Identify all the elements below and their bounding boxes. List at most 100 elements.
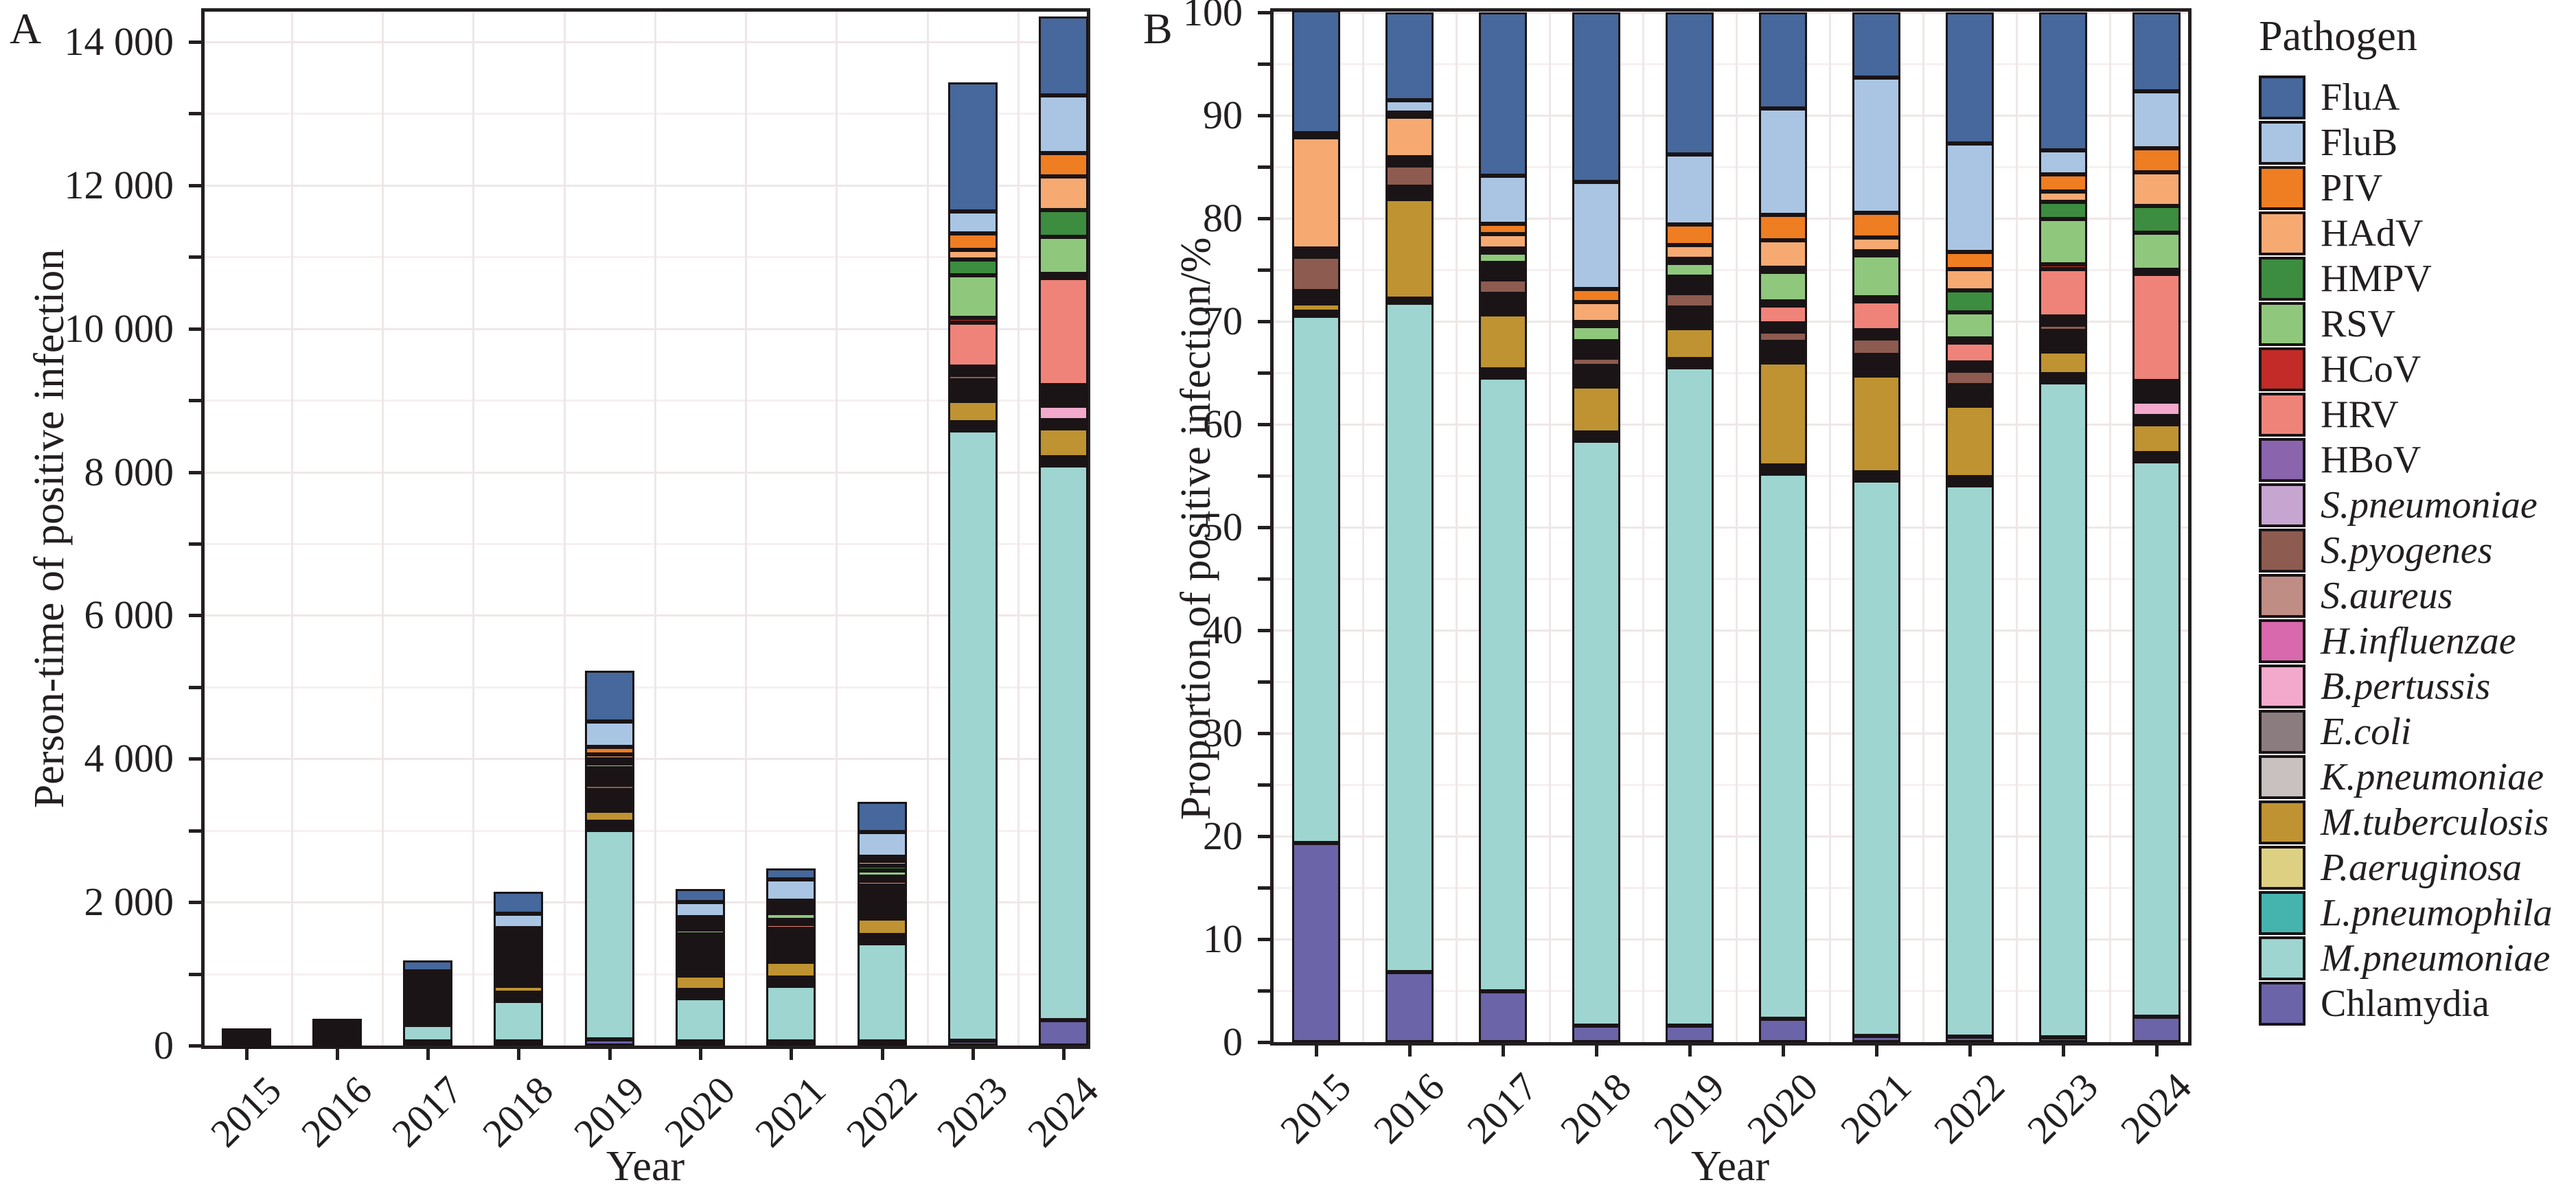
gridline-horizontal (1274, 527, 2188, 529)
bar-segment-hadv (1292, 137, 1340, 249)
gridline-horizontal (205, 829, 1087, 832)
gridline-vertical (290, 12, 293, 1046)
bar-segment-s-pneumoniae (1946, 366, 1994, 371)
x-axis-tick-label-2015: 2015 (201, 1068, 290, 1156)
bar-segment-hcov (584, 768, 634, 773)
bar-segment-hrv (494, 949, 544, 954)
y-axis-tick (1258, 217, 1270, 220)
bar-segment-m-pneumoniae (857, 943, 907, 1042)
bar-segment-flua (1852, 12, 1900, 78)
bar-segment-s-pneumoniae (1385, 161, 1434, 165)
bar-segment-hmpv (676, 925, 725, 930)
panel-b-plot-area (1270, 8, 2192, 1046)
bar-segment-chlamydia (1572, 1026, 1620, 1042)
y-axis-tick-label: 10 000 (64, 305, 174, 351)
bar-segment-hmpv (584, 759, 634, 763)
bar-segment-p-aeruginosa (1666, 359, 1714, 363)
bar-segment-b-pertussis (1039, 406, 1089, 420)
gridline-horizontal (205, 542, 1087, 545)
bar-segment-m-pneumoniae (947, 430, 998, 1041)
bar-segment-chlamydia (1479, 991, 1527, 1042)
bar-segment-s-aureus (1572, 366, 1620, 371)
gridline-vertical (1736, 12, 1738, 1042)
bar-segment-s-aureus (494, 965, 544, 970)
bar-segment-m-pneumoniae (584, 829, 634, 1040)
x-axis-tick (1875, 1046, 1878, 1057)
bar-segment-hrv (1852, 301, 1900, 331)
bar-segment-s-aureus (1292, 291, 1340, 296)
bar-segment-hmpv (403, 983, 453, 988)
bar-segment-hcov (1479, 262, 1527, 267)
gridline-horizontal (1274, 887, 2188, 889)
bar-segment-k-pneumoniae (1852, 371, 1900, 376)
bar-segment-e-coli (1946, 397, 1994, 402)
bar-segment-e-coli (1479, 305, 1527, 310)
bar-segment-m-tuberculosis (1946, 405, 1994, 477)
bar-segment-p-aeruginosa (1572, 432, 1620, 437)
gridline-horizontal (205, 973, 1087, 976)
bar-segment-b-pertussis (1759, 349, 1807, 354)
legend-item-rsv: RSV (2259, 302, 2553, 346)
bar-segment-s-aureus (2039, 330, 2087, 335)
x-axis-tick (1968, 1046, 1972, 1057)
bar-segment-m-tuberculosis (1292, 303, 1340, 312)
legend-item-piv: PIV (2259, 166, 2553, 210)
x-axis-tick (880, 1049, 884, 1060)
bar-segment-chlamydia (1292, 843, 1340, 1043)
legend-swatch (2259, 619, 2305, 663)
bar-segment-m-tuberculosis (584, 810, 634, 822)
bar-segment-hbov (1852, 330, 1900, 335)
bar-segment-m-tuberculosis (1572, 386, 1620, 433)
y-axis-tick (1258, 732, 1270, 735)
legend-swatch (2259, 529, 2305, 573)
bar-segment-hcov (1852, 297, 1900, 302)
bar-segment-s-pyogenes (1479, 279, 1527, 294)
bar-segment-rsv (676, 929, 725, 934)
bar-segment-flub (766, 879, 816, 901)
bar-segment-b-pertussis (494, 973, 544, 978)
bar-segment-hcov (2039, 264, 2087, 270)
gridline-horizontal (1274, 475, 2188, 477)
legend-item-label: P.aeruginosa (2321, 846, 2522, 889)
y-axis-tick (189, 255, 201, 259)
bar-segment-e-coli (2132, 416, 2181, 421)
bar-segment-s-pneumoniae (1479, 275, 1527, 279)
bar-segment-k-pneumoniae (766, 958, 816, 962)
bar-segment-s-aureus (1479, 293, 1527, 298)
bar-segment-hrv (1666, 281, 1714, 286)
gridline-horizontal (1274, 732, 2188, 735)
bar-segment-flua (1946, 12, 1994, 143)
bar-segment-h-influenzae (2132, 397, 2181, 402)
bar-segment-hmpv (766, 909, 816, 914)
bar-segment-l-pneumophila (766, 982, 816, 986)
bar-segment-b-pertussis (1946, 393, 1994, 397)
legend-item-hadv: HAdV (2259, 211, 2553, 255)
bar-segment-flua (494, 891, 544, 914)
gridline-horizontal (1274, 372, 2188, 374)
bar-segment-l-pneumophila (494, 996, 544, 1001)
bar-segment-s-pyogenes (2132, 389, 2181, 394)
legend-swatch (2259, 483, 2305, 527)
x-axis-tick-label-2018: 2018 (474, 1068, 562, 1156)
bar-segment-chlamydia (1666, 1026, 1714, 1043)
y-axis-tick (1258, 989, 1270, 993)
bar-segment-p-aeruginosa (1946, 476, 1994, 481)
bar-segment-h-influenzae (1946, 389, 1994, 393)
bar-segment-k-pneumoniae (1759, 358, 1807, 362)
bar-segment-s-pyogenes (1666, 293, 1714, 308)
legend-item-h-influenzae: H.influenzae (2259, 619, 2553, 663)
gridline-horizontal (205, 400, 1087, 402)
legend-swatch (2259, 347, 2305, 391)
bar-segment-h-influenzae (1852, 359, 1900, 364)
bar-segment-k-pneumoniae (2132, 420, 2181, 425)
bar-segment-b-pertussis (584, 798, 634, 803)
x-axis-tick (426, 1049, 430, 1060)
bar-segment-m-pneumoniae (1292, 316, 1340, 844)
bar-segment-flua (857, 802, 907, 832)
x-axis-tick (1595, 1046, 1598, 1057)
bar-segment-piv (2039, 174, 2087, 192)
bar-segment-p-aeruginosa (403, 1021, 453, 1026)
legend-item-label: M.pneumoniae (2321, 937, 2551, 980)
bar-segment-rsv (766, 913, 816, 921)
bar-segment-s-pneumoniae (1572, 354, 1620, 358)
